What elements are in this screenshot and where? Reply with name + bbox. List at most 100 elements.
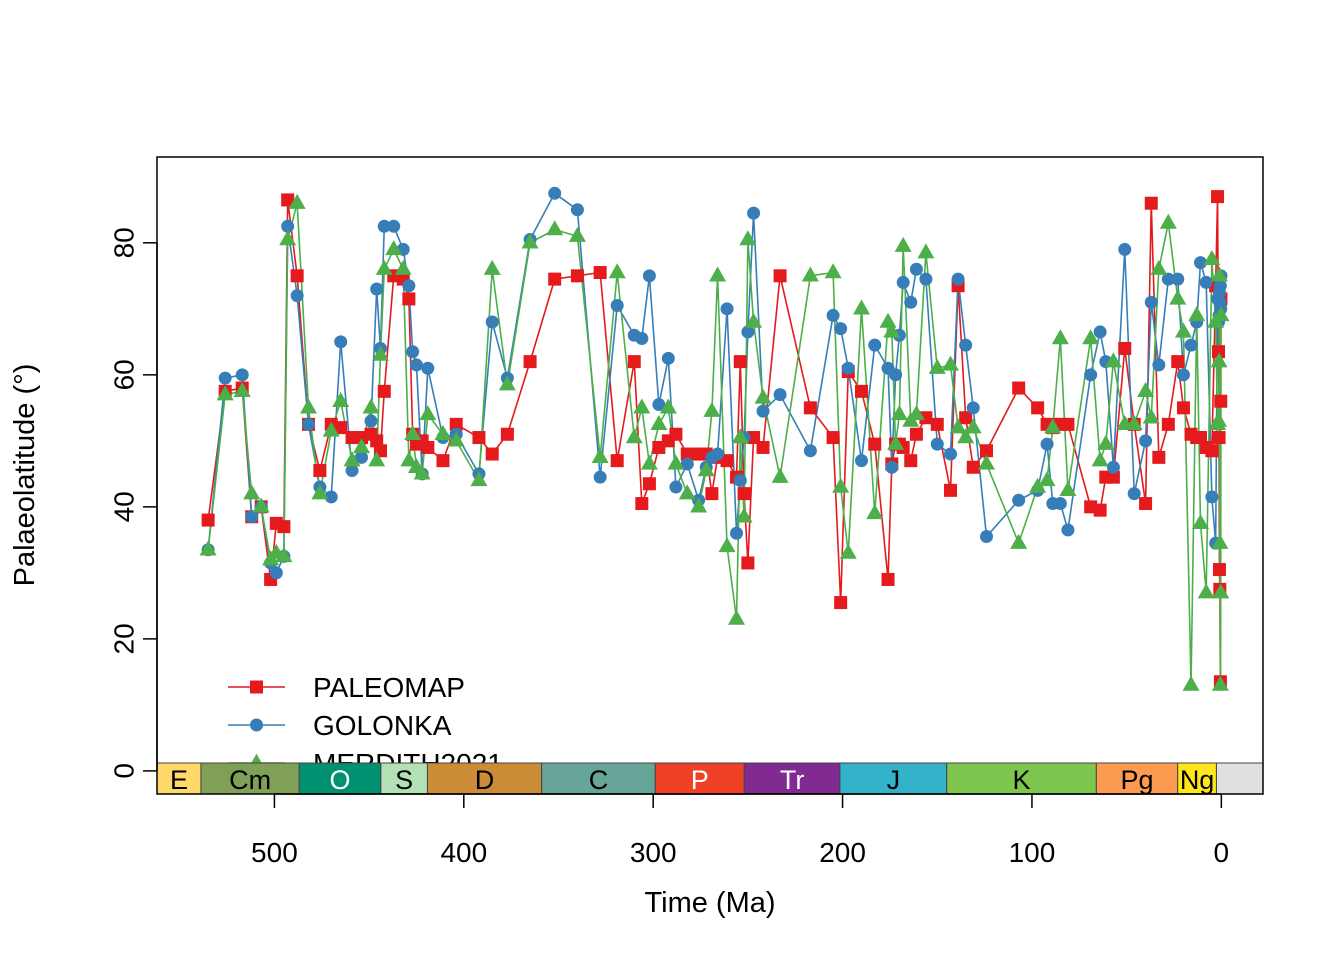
data-point-paleomap [803, 401, 817, 415]
data-point-golonka [966, 401, 980, 415]
period-block [839, 762, 948, 795]
data-point-merdith2021 [731, 428, 749, 444]
data-point-merdith2021 [1159, 213, 1177, 229]
data-point-merdith2021 [498, 375, 516, 391]
data-point-golonka [1012, 493, 1026, 507]
data-point-golonka [421, 361, 435, 375]
data-point-paleomap [1144, 196, 1158, 210]
data-point-merdith2021 [928, 358, 946, 374]
data-point-paleomap [436, 454, 450, 468]
data-point-golonka [930, 437, 944, 451]
data-point-paleomap [756, 440, 770, 454]
data-point-merdith2021 [824, 263, 842, 279]
data-point-golonka [245, 510, 259, 524]
data-point-paleomap [1194, 431, 1208, 445]
data-point-merdith2021 [942, 355, 960, 371]
data-point-paleomap [773, 269, 787, 283]
data-point-merdith2021 [368, 451, 386, 467]
data-point-merdith2021 [709, 266, 727, 282]
data-point-golonka [1061, 523, 1075, 537]
legend-marker [250, 680, 263, 694]
data-point-golonka [1176, 368, 1190, 382]
data-point-paleomap [930, 417, 944, 431]
period-label: S [395, 765, 413, 795]
data-point-paleomap [904, 454, 918, 468]
data-point-golonka [868, 338, 882, 352]
period-label: K [1013, 765, 1031, 795]
data-point-merdith2021 [343, 451, 361, 467]
data-point-golonka [730, 526, 744, 540]
x-tick-label: 0 [1214, 837, 1230, 868]
data-point-merdith2021 [322, 421, 340, 437]
data-point-golonka [1139, 434, 1153, 448]
data-point-merdith2021 [832, 477, 850, 493]
data-point-merdith2021 [866, 504, 884, 520]
data-point-merdith2021 [1137, 382, 1155, 398]
data-point-paleomap [334, 421, 348, 435]
data-point-golonka [959, 338, 973, 352]
x-axis-label: Time (Ma) [644, 887, 775, 919]
period-label: Ng [1180, 765, 1215, 795]
data-point-golonka [406, 345, 420, 359]
data-point-golonka [711, 447, 725, 461]
data-point-golonka [1152, 358, 1166, 372]
data-point-merdith2021 [890, 405, 908, 421]
data-point-paleomap [485, 447, 499, 461]
data-point-merdith2021 [568, 226, 586, 242]
data-point-merdith2021 [300, 398, 318, 414]
x-tick-label: 500 [251, 837, 298, 868]
data-point-paleomap [909, 427, 923, 441]
data-point-golonka [720, 302, 734, 316]
data-point-golonka [1053, 497, 1067, 511]
data-point-paleomap [826, 431, 840, 445]
y-tick-label: 20 [108, 623, 139, 654]
data-point-paleomap [1118, 341, 1132, 355]
data-point-merdith2021 [394, 259, 412, 275]
data-point-golonka [570, 203, 584, 217]
data-point-golonka [756, 404, 770, 418]
data-point-golonka [1184, 338, 1198, 352]
data-point-paleomap [472, 431, 486, 445]
data-point-golonka [387, 219, 401, 233]
data-point-merdith2021 [718, 537, 736, 553]
data-point-golonka [485, 315, 499, 329]
data-point-merdith2021 [1209, 411, 1227, 427]
data-point-golonka [409, 358, 423, 372]
data-point-merdith2021 [1182, 675, 1200, 691]
data-point-golonka [826, 308, 840, 322]
data-point-golonka [889, 368, 903, 382]
period-label: J [887, 765, 901, 795]
data-point-golonka [377, 219, 391, 233]
data-point-merdith2021 [311, 484, 329, 500]
data-point-golonka [1106, 460, 1120, 474]
data-point-merdith2021 [1210, 266, 1228, 282]
data-point-golonka [1118, 242, 1132, 256]
data-point-merdith2021 [853, 299, 871, 315]
data-point-merdith2021 [332, 391, 350, 407]
data-point-paleomap [747, 431, 761, 445]
y-tick-label: 80 [108, 227, 139, 258]
data-point-paleomap [277, 520, 291, 534]
data-point-merdith2021 [883, 322, 901, 338]
data-point-merdith2021 [385, 240, 403, 256]
data-point-golonka [669, 480, 683, 494]
data-point-merdith2021 [949, 418, 967, 434]
period-block [743, 762, 841, 795]
data-point-golonka [1093, 325, 1107, 339]
data-point-paleomap [669, 427, 683, 441]
data-point-merdith2021 [690, 497, 708, 513]
data-point-merdith2021 [964, 418, 982, 434]
data-point-merdith2021 [447, 431, 465, 447]
legend-marker [250, 718, 263, 732]
data-point-paleomap [1031, 401, 1045, 415]
period-label: Pg [1121, 765, 1154, 795]
data-point-golonka [1199, 275, 1213, 289]
data-point-merdith2021 [978, 454, 995, 470]
data-point-merdith2021 [1142, 408, 1160, 424]
data-point-golonka [1194, 256, 1208, 270]
data-point-paleomap [1205, 444, 1219, 458]
data-point-paleomap [290, 269, 304, 283]
data-point-paleomap [421, 440, 435, 454]
data-point-golonka [302, 417, 316, 431]
x-tick-label: 200 [819, 837, 866, 868]
